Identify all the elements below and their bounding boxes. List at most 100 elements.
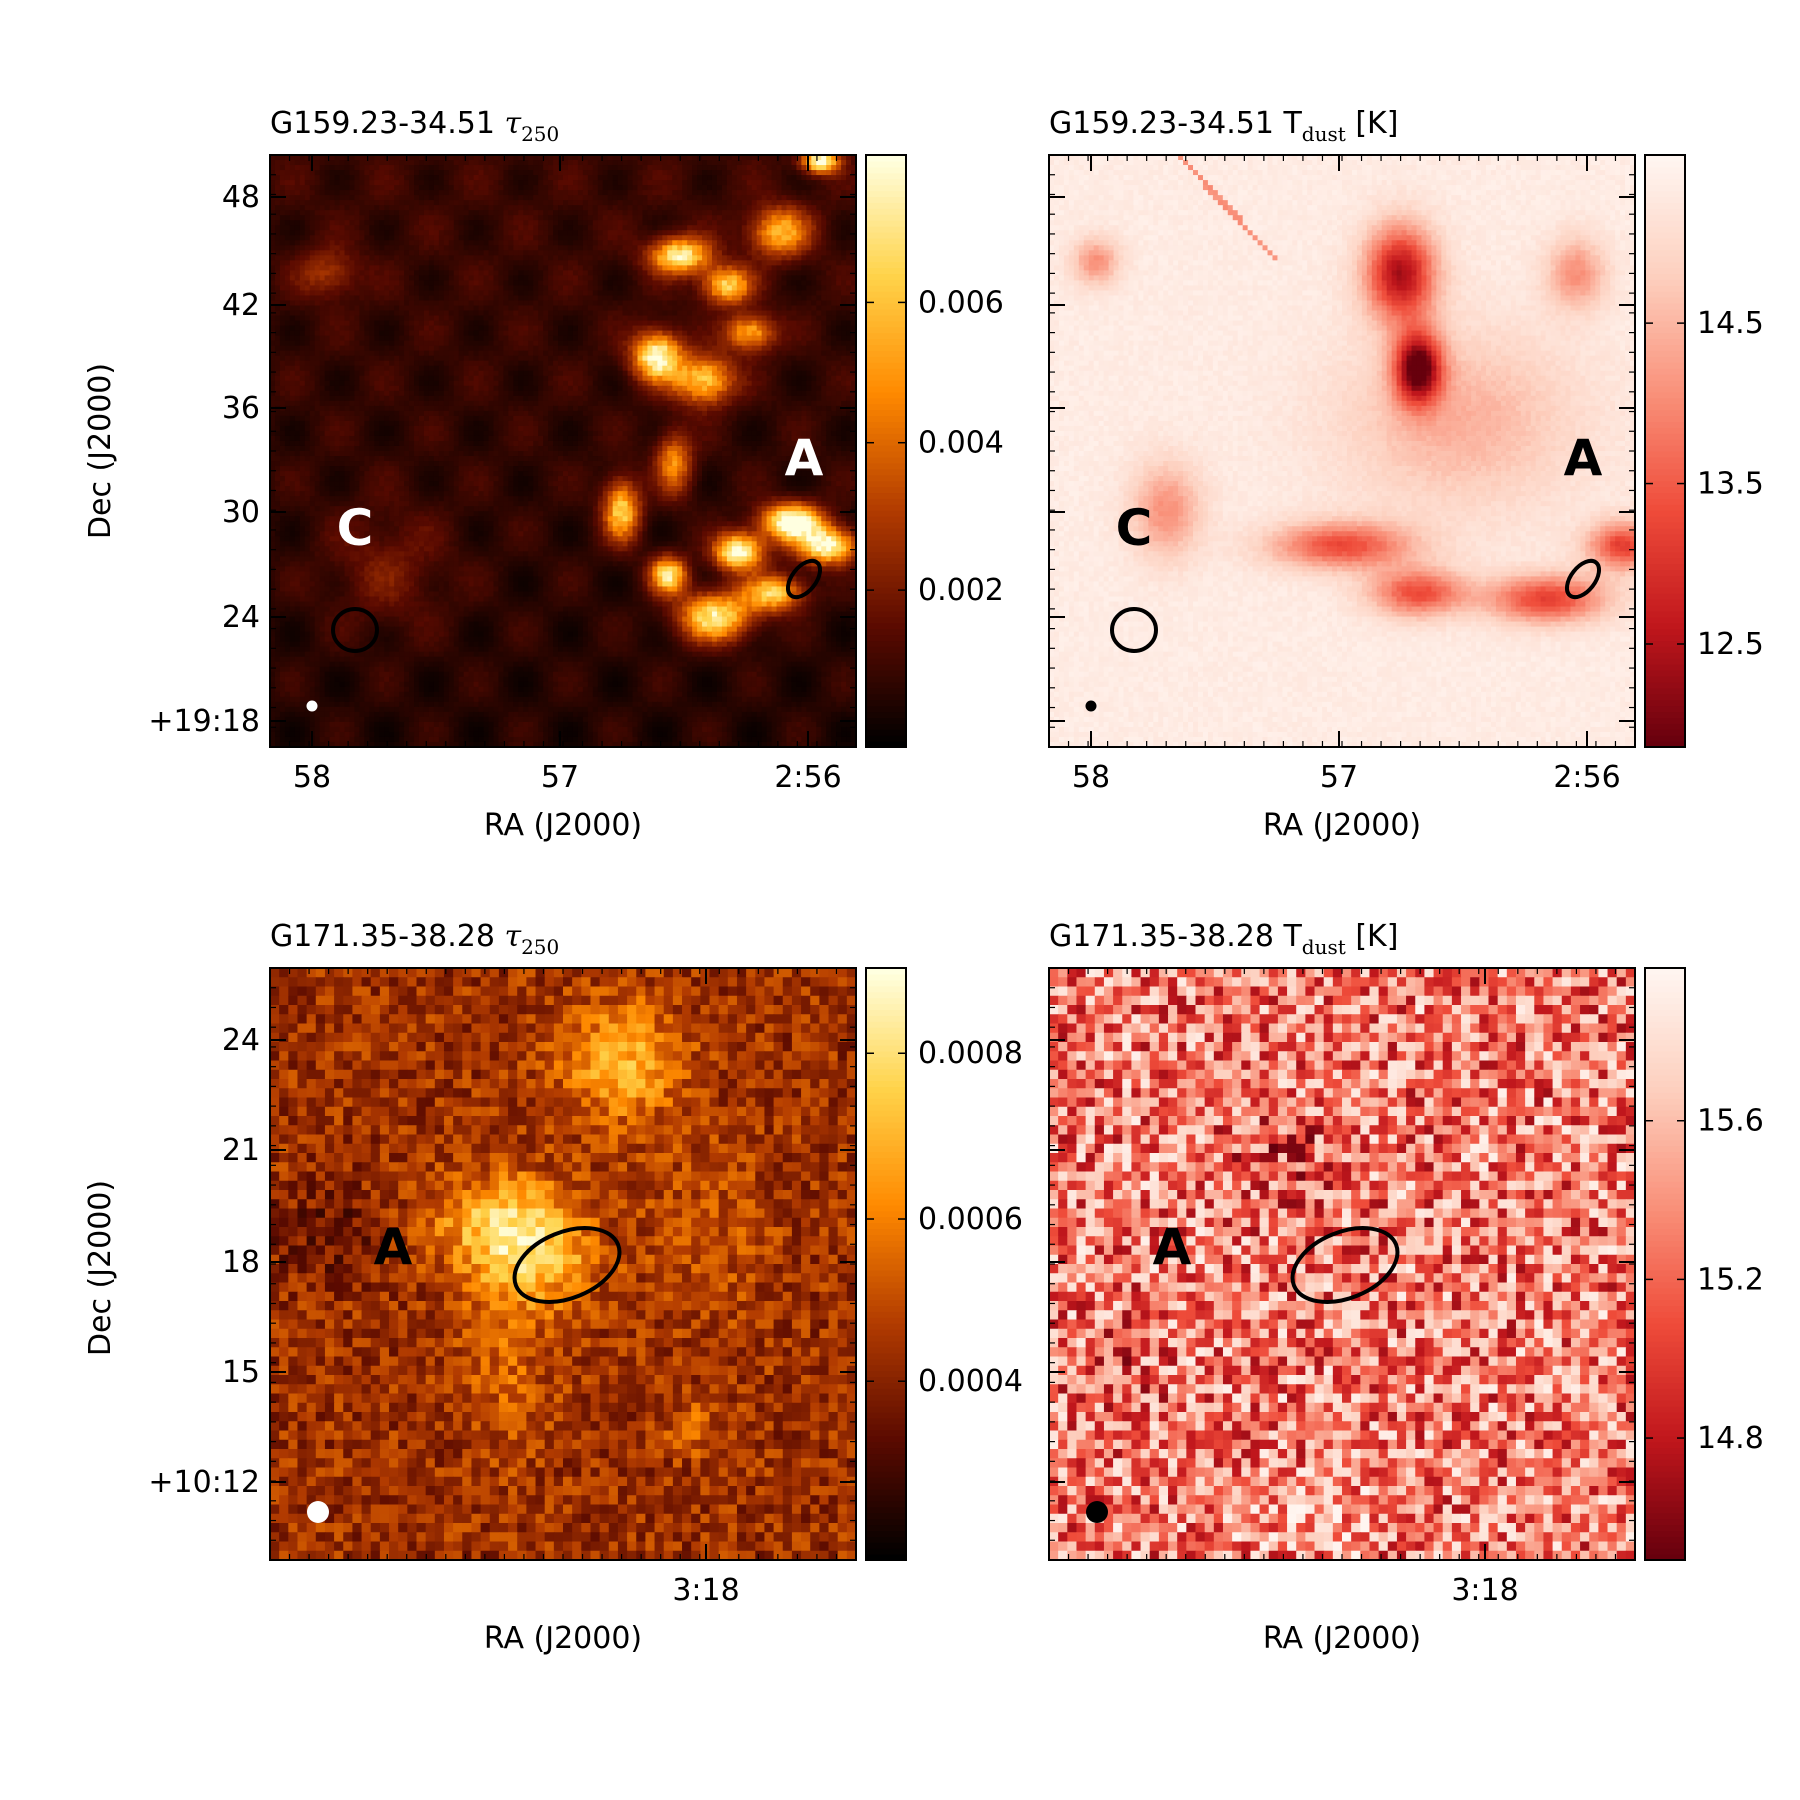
heatmap-cell bbox=[419, 316, 425, 322]
heatmap-cell bbox=[394, 250, 400, 256]
heatmap-cell bbox=[538, 200, 544, 206]
heatmap-cell bbox=[290, 215, 296, 221]
heatmap-cell bbox=[310, 215, 316, 221]
heatmap-cell bbox=[538, 326, 544, 332]
heatmap-cell bbox=[508, 290, 514, 296]
heatmap-cell bbox=[528, 185, 534, 191]
heatmap-cell bbox=[762, 185, 768, 191]
heatmap-cell bbox=[553, 245, 559, 251]
heatmap-cell bbox=[419, 185, 425, 191]
heatmap-cell bbox=[608, 275, 614, 281]
heatmap-cell bbox=[757, 220, 763, 226]
heatmap-cell bbox=[588, 260, 594, 266]
heatmap-cell bbox=[762, 160, 768, 166]
heatmap-cell bbox=[498, 240, 504, 246]
heatmap-cell bbox=[335, 250, 341, 256]
heatmap-cell bbox=[722, 255, 728, 261]
heatmap-cell bbox=[404, 180, 410, 186]
heatmap-cell bbox=[503, 245, 509, 251]
heatmap-cell bbox=[344, 220, 350, 226]
heatmap-cell bbox=[652, 170, 658, 176]
heatmap-cell bbox=[429, 185, 435, 191]
heatmap-cell bbox=[558, 180, 564, 186]
heatmap-cell bbox=[513, 195, 519, 201]
heatmap-cell bbox=[454, 285, 460, 291]
heatmap-cell bbox=[379, 311, 385, 317]
heatmap-cell bbox=[692, 205, 698, 211]
heatmap-cell bbox=[722, 160, 728, 166]
heatmap-cell bbox=[687, 275, 693, 281]
heatmap-cell bbox=[697, 260, 703, 266]
heatmap-cell bbox=[752, 255, 758, 261]
heatmap-cell bbox=[613, 306, 619, 312]
heatmap-cell bbox=[757, 250, 763, 256]
heatmap-cell bbox=[429, 260, 435, 266]
heatmap-cell bbox=[474, 275, 480, 281]
heatmap-cell bbox=[618, 165, 624, 171]
heatmap-cell bbox=[841, 200, 847, 206]
heatmap-cell bbox=[662, 285, 668, 291]
heatmap-cell bbox=[484, 311, 490, 317]
heatmap-cell bbox=[335, 311, 341, 317]
heatmap-cell bbox=[364, 185, 370, 191]
heatmap-cell bbox=[762, 195, 768, 201]
heatmap-cell bbox=[593, 240, 599, 246]
heatmap-cell bbox=[826, 306, 832, 312]
heatmap-cell bbox=[826, 195, 832, 201]
heatmap-cell bbox=[528, 275, 534, 281]
heatmap-cell bbox=[702, 195, 708, 201]
heatmap-cell bbox=[667, 290, 673, 296]
heatmap-cell bbox=[330, 170, 336, 176]
heatmap-cell bbox=[742, 311, 748, 317]
heatmap-cell bbox=[523, 316, 529, 322]
heatmap-cell bbox=[563, 175, 569, 181]
heatmap-cell bbox=[454, 280, 460, 286]
heatmap-cell bbox=[786, 190, 792, 196]
heatmap-cell bbox=[836, 205, 842, 211]
heatmap-cell bbox=[464, 295, 470, 301]
heatmap-cell bbox=[732, 270, 738, 276]
heatmap-cell bbox=[325, 240, 331, 246]
heatmap-cell bbox=[489, 175, 495, 181]
heatmap-cell bbox=[623, 270, 629, 276]
heatmap-cell bbox=[374, 290, 380, 296]
heatmap-cell bbox=[637, 295, 643, 301]
heatmap-cell bbox=[439, 180, 445, 186]
heatmap-cell bbox=[369, 160, 375, 166]
heatmap-cell bbox=[652, 280, 658, 286]
heatmap-cell bbox=[459, 290, 465, 296]
heatmap-cell bbox=[533, 170, 539, 176]
heatmap-cell bbox=[662, 250, 668, 256]
heatmap-cell bbox=[573, 180, 579, 186]
heatmap-cell bbox=[841, 275, 847, 281]
heatmap-cell bbox=[727, 160, 733, 166]
heatmap-cell bbox=[737, 280, 743, 286]
heatmap-cell bbox=[563, 245, 569, 251]
heatmap-cell bbox=[747, 220, 753, 226]
heatmap-cell bbox=[613, 235, 619, 241]
heatmap-cell bbox=[796, 220, 802, 226]
heatmap-cell bbox=[682, 160, 688, 166]
heatmap-cell bbox=[320, 190, 326, 196]
heatmap-cell bbox=[672, 326, 678, 332]
heatmap-cell bbox=[498, 215, 504, 221]
heatmap-cell bbox=[295, 240, 301, 246]
heatmap-cell bbox=[330, 180, 336, 186]
heatmap-cell bbox=[389, 306, 395, 312]
heatmap-cell bbox=[399, 195, 405, 201]
heatmap-cell bbox=[573, 205, 579, 211]
heatmap-cell bbox=[379, 205, 385, 211]
heatmap-cell bbox=[628, 200, 634, 206]
heatmap-cell bbox=[762, 180, 768, 186]
heatmap-cell bbox=[543, 200, 549, 206]
heatmap-cell bbox=[662, 190, 668, 196]
heatmap-cell bbox=[767, 235, 773, 241]
heatmap-cell bbox=[503, 220, 509, 226]
heatmap-cell bbox=[489, 245, 495, 251]
heatmap-cell bbox=[702, 185, 708, 191]
heatmap-cell bbox=[424, 200, 430, 206]
heatmap-cell bbox=[444, 235, 450, 241]
heatmap-cell bbox=[573, 240, 579, 246]
heatmap-cell bbox=[772, 245, 778, 251]
heatmap-cell bbox=[548, 285, 554, 291]
